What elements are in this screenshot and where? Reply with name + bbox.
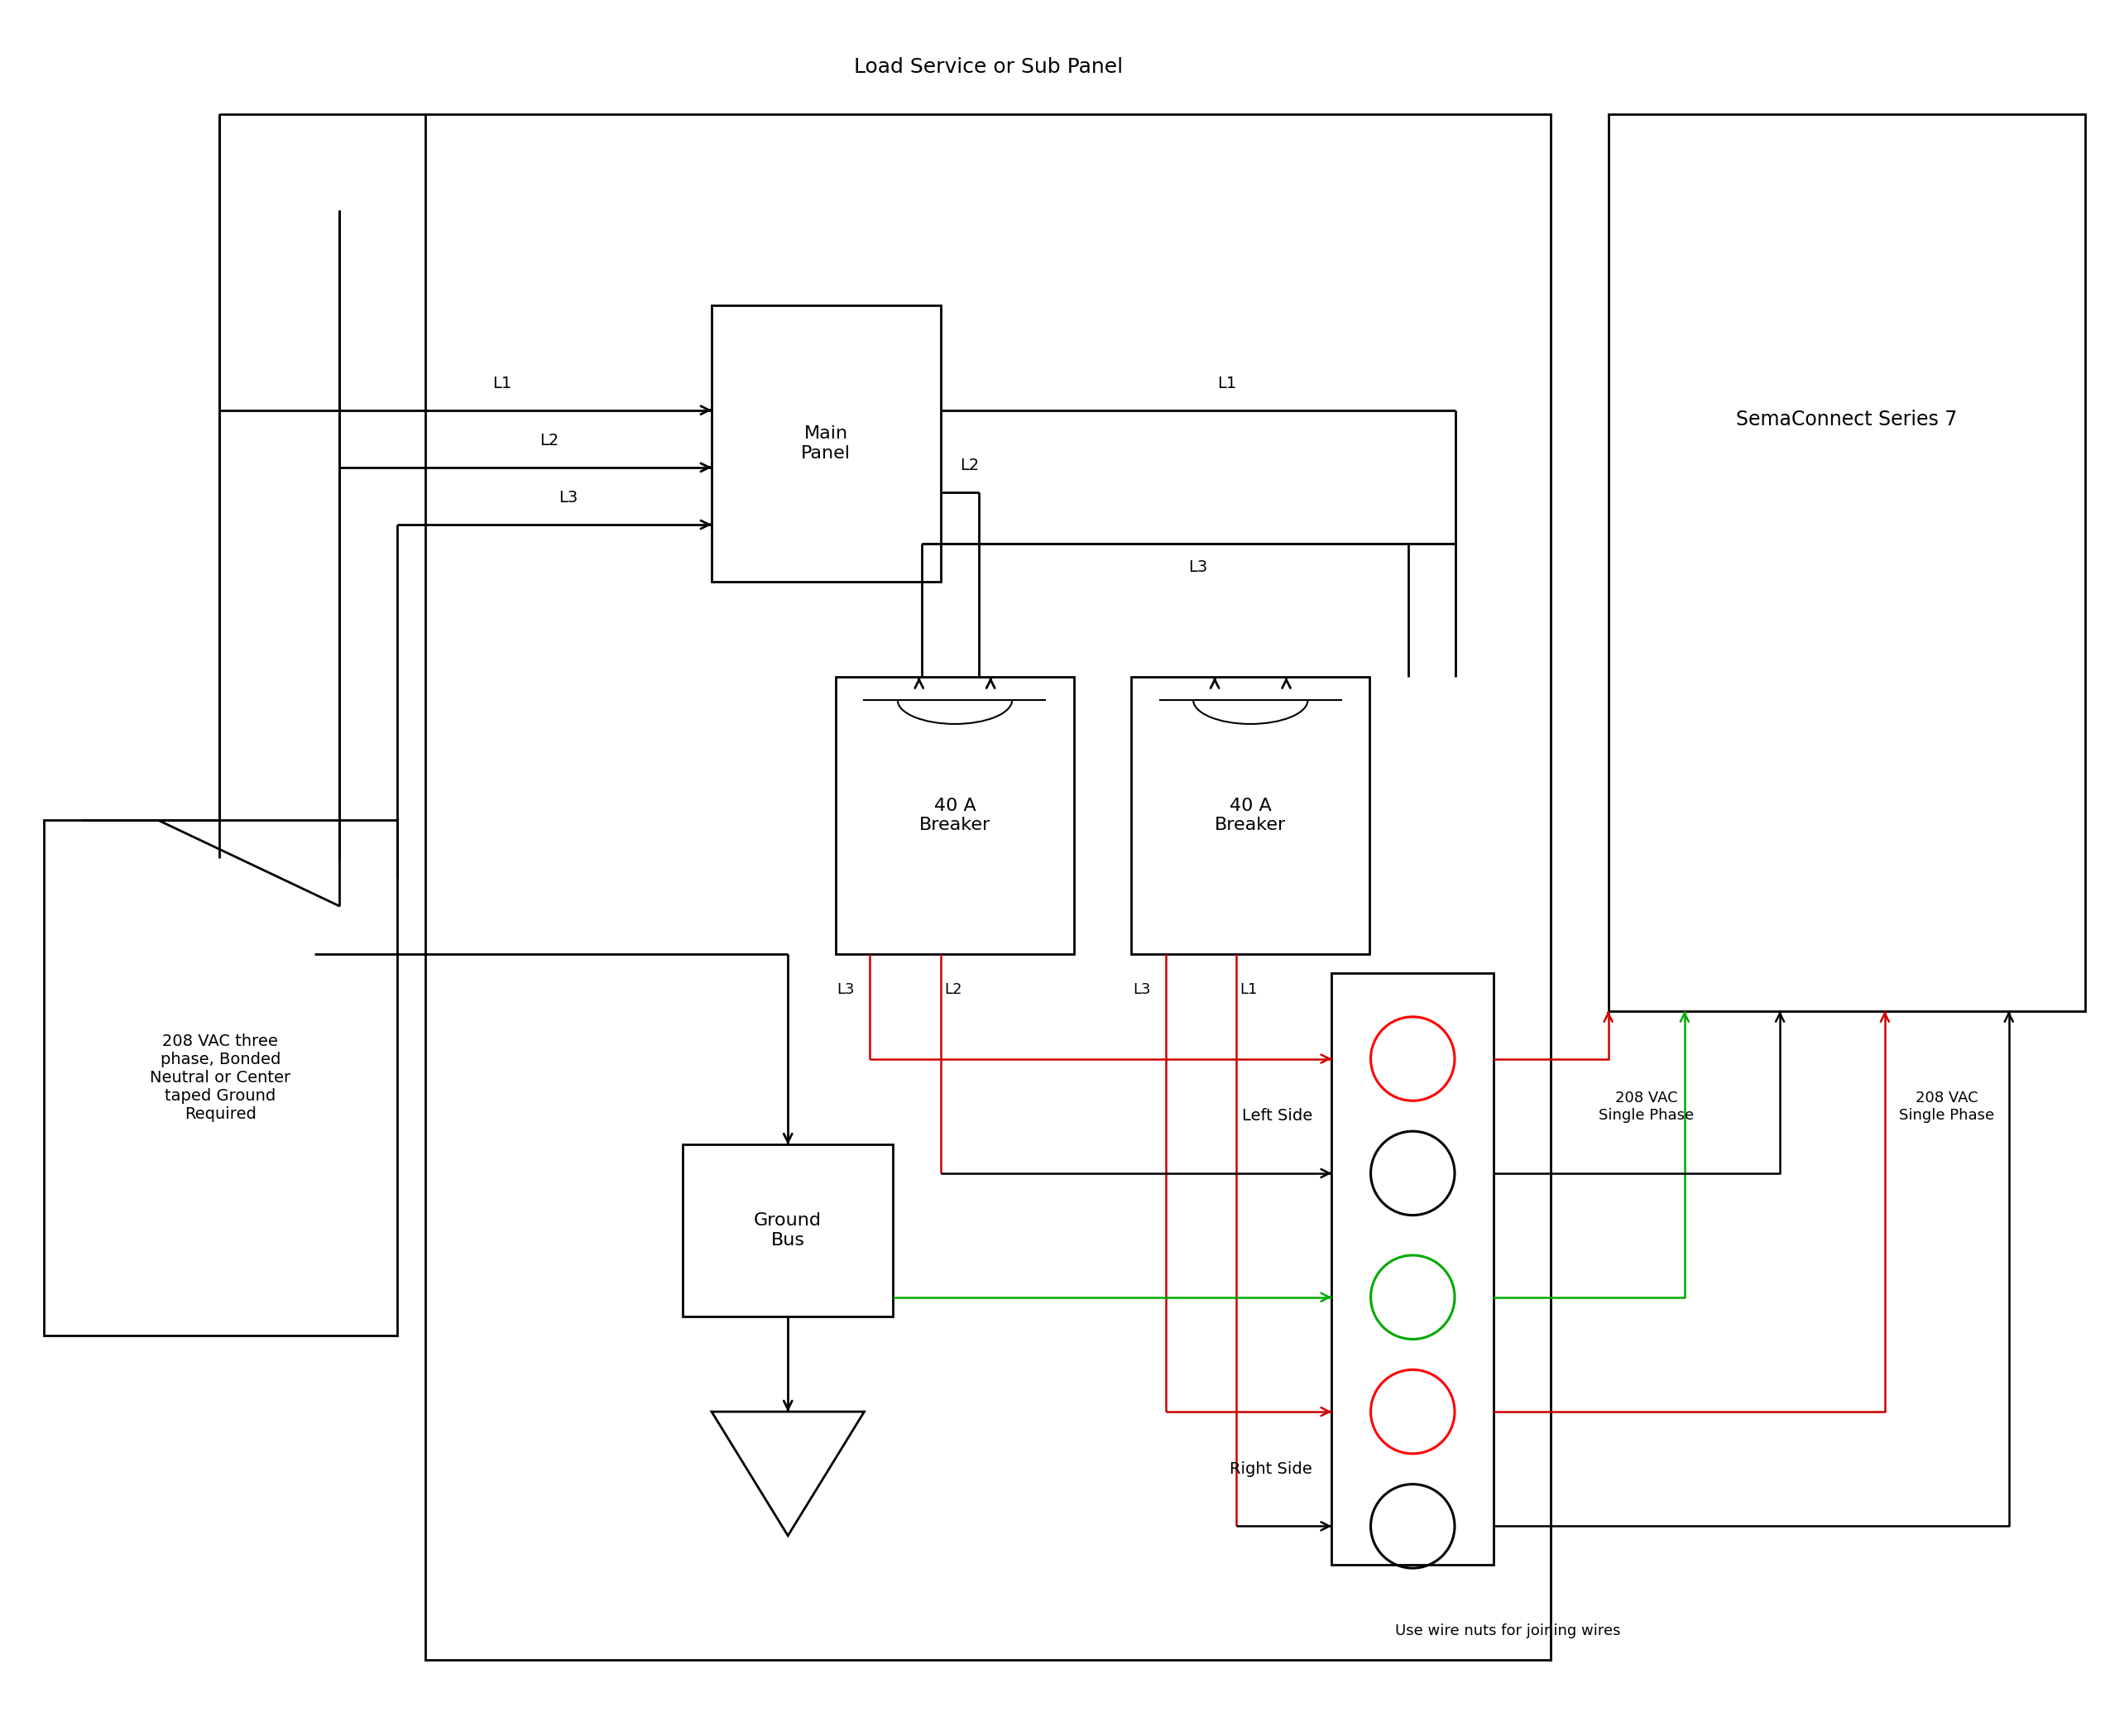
Bar — [1131, 677, 1369, 953]
Text: 208 VAC
Single Phase: 208 VAC Single Phase — [1599, 1090, 1694, 1123]
Text: L3: L3 — [838, 983, 855, 998]
Text: L2: L2 — [960, 457, 979, 474]
Text: 208 VAC three
phase, Bonded
Neutral or Center
taped Ground
Required: 208 VAC three phase, Bonded Neutral or C… — [150, 1033, 291, 1121]
Text: 208 VAC
Single Phase: 208 VAC Single Phase — [1899, 1090, 1994, 1123]
Text: SemaConnect Series 7: SemaConnect Series 7 — [1737, 410, 1958, 429]
Text: L3: L3 — [1133, 983, 1150, 998]
Bar — [711, 306, 941, 582]
Text: Use wire nuts for joining wires: Use wire nuts for joining wires — [1395, 1623, 1620, 1639]
Text: Right Side: Right Side — [1230, 1462, 1312, 1477]
Bar — [684, 1144, 893, 1316]
Text: L1: L1 — [1217, 375, 1236, 391]
Text: L2: L2 — [945, 983, 962, 998]
Bar — [836, 677, 1074, 953]
Bar — [44, 821, 397, 1335]
Text: Ground
Bus: Ground Bus — [753, 1212, 823, 1248]
Text: 40 A
Breaker: 40 A Breaker — [1215, 797, 1287, 833]
Bar — [1608, 115, 2085, 1010]
Text: L3: L3 — [559, 490, 578, 505]
Bar — [426, 115, 1551, 1660]
Text: L2: L2 — [540, 432, 559, 448]
Bar — [1331, 972, 1494, 1564]
Text: Main
Panel: Main Panel — [802, 425, 850, 462]
Text: Left Side: Left Side — [1243, 1108, 1312, 1123]
Text: L1: L1 — [492, 375, 511, 391]
Text: 40 A
Breaker: 40 A Breaker — [920, 797, 990, 833]
Text: L1: L1 — [1241, 983, 1258, 998]
Text: Load Service or Sub Panel: Load Service or Sub Panel — [855, 57, 1123, 76]
Text: L3: L3 — [1188, 559, 1207, 575]
